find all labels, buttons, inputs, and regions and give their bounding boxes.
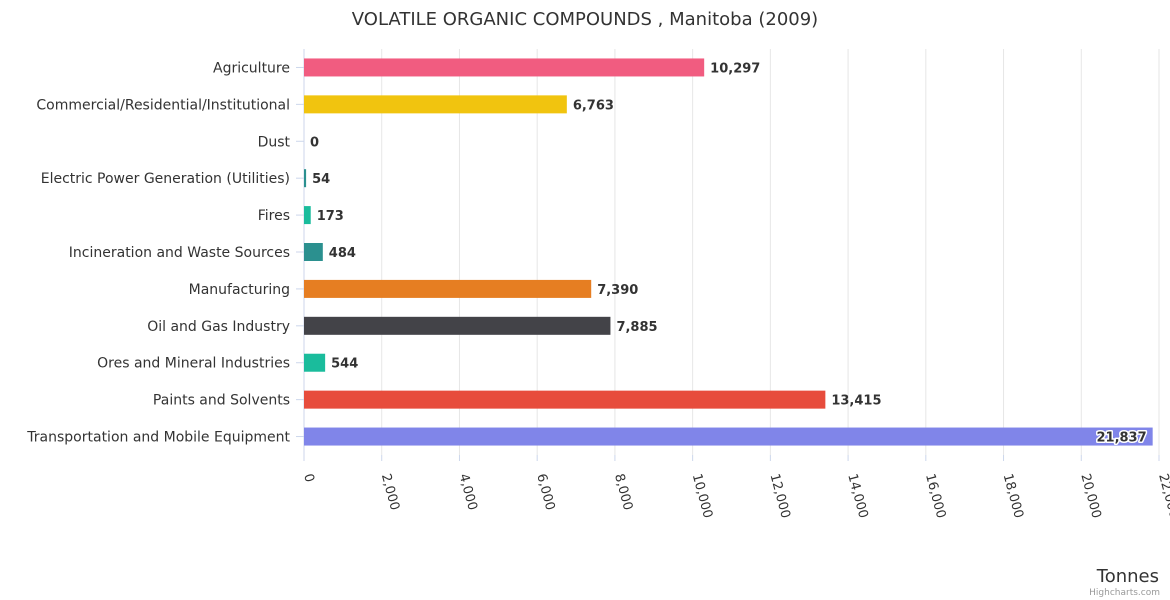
bar-4[interactable] [304, 206, 311, 225]
category-labels: Agriculture Commercial/Residential/Instit… [26, 60, 304, 446]
gridlines [303, 49, 1160, 455]
data-label: 6,763 [573, 98, 614, 113]
data-label: 484 [329, 246, 356, 261]
data-label: 7,885 [616, 320, 657, 335]
category-label: Ores and Mineral Industries [97, 356, 290, 372]
bar-10[interactable] [304, 427, 1153, 446]
data-label: 10,297 [710, 61, 760, 76]
data-label: 173 [317, 209, 344, 224]
bar-5[interactable] [304, 243, 323, 261]
x-tick-label: 0 [300, 472, 317, 484]
data-label: 54 [312, 172, 330, 187]
category-label: Fires [258, 208, 290, 224]
data-label: 13,415 [831, 394, 881, 409]
data-label: 7,390 [597, 283, 638, 298]
data-label: 21,837 [1096, 431, 1146, 446]
category-label: Incineration and Waste Sources [69, 245, 290, 261]
bar-9[interactable] [304, 390, 826, 409]
chart-title: VOLATILE ORGANIC COMPOUNDS , Manitoba (2… [352, 9, 818, 30]
category-label: Oil and Gas Industry [147, 319, 290, 335]
category-label: Commercial/Residential/Institutional [36, 97, 290, 113]
category-label: Electric Power Generation (Utilities) [41, 171, 290, 187]
data-labels: 10,297 6,763 0 54 173 484 7,390 7,885 544 13,415 2… [310, 61, 1148, 447]
category-label: Transportation and Mobile Equipment [26, 430, 290, 446]
credits-link[interactable]: Highcharts.com [1089, 588, 1160, 598]
bars [304, 58, 1153, 446]
data-label: 0 [310, 135, 319, 150]
x-axis-title: Tonnes [1096, 566, 1159, 587]
category-label: Dust [258, 134, 291, 150]
bar-1[interactable] [304, 95, 567, 114]
bar-3[interactable] [304, 169, 307, 188]
bar-8[interactable] [304, 353, 326, 372]
category-label: Paints and Solvents [153, 393, 290, 409]
bar-7[interactable] [304, 316, 611, 335]
data-label: 544 [331, 357, 358, 372]
category-label: Manufacturing [189, 282, 290, 298]
bar-0[interactable] [304, 58, 705, 77]
bar-6[interactable] [304, 279, 592, 298]
category-label: Agriculture [213, 60, 290, 76]
